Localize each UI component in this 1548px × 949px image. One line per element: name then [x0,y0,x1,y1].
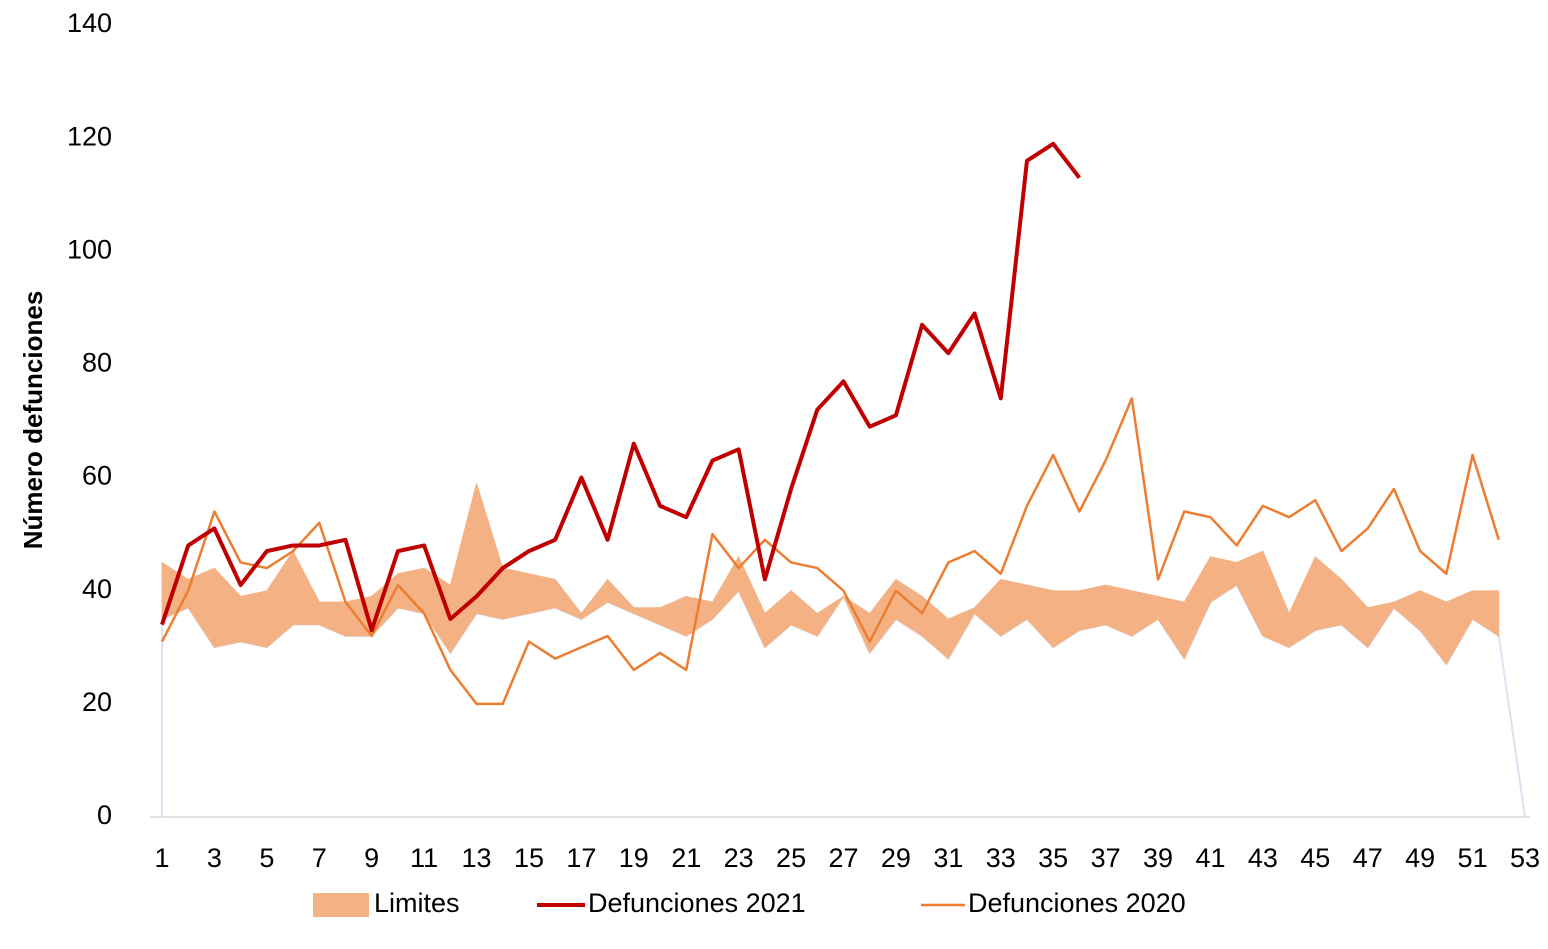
band-segment [502,567,530,620]
band-segment [1079,584,1107,631]
band-segment [1105,584,1133,637]
band-segment [1026,584,1054,649]
y-tick-label: 140 [67,8,112,38]
band-segment [816,596,844,638]
band-segment [580,578,608,620]
band-segment [1131,590,1159,637]
y-tick-label: 80 [82,348,112,378]
x-tick-label: 11 [410,843,438,873]
y-tick-label: 100 [67,234,112,264]
line [160,141,1081,633]
legend-label: Defunciones 2020 [968,888,1186,918]
band-segment [1367,601,1395,649]
x-tick-label: 3 [207,843,222,873]
y-tick-label: 40 [82,574,112,604]
band-segment [292,550,320,626]
x-tick-label: 39 [1143,843,1173,873]
band-segment [476,483,504,620]
x-tick-label: 23 [724,843,754,873]
x-tick-label: 33 [986,843,1016,873]
band-segment [712,555,740,621]
band-segment [842,595,871,654]
band-segment [1393,590,1421,632]
legend-swatch [313,893,369,917]
x-tick-label: 43 [1248,843,1278,873]
x-tick-label: 21 [671,843,701,873]
band-segment [895,578,923,637]
y-tick-label: 20 [82,687,112,717]
y-tick-label: 120 [67,121,112,151]
x-tick-label: 17 [566,843,596,873]
x-tick-label: 41 [1195,843,1225,873]
x-tick-label: 37 [1091,843,1121,873]
band-segment [528,573,556,614]
x-tick-label: 51 [1458,843,1488,873]
x-tick-label: 7 [312,843,327,873]
x-tick-label: 45 [1300,843,1330,873]
band-segment [764,589,792,649]
band-segment [1472,590,1500,637]
band-segment [659,595,687,637]
band-segment [1419,590,1447,666]
y-tick-label: 60 [82,461,112,491]
x-tick-label: 31 [933,843,963,873]
band-segment [738,556,766,648]
band-segment [974,578,1002,637]
x-tick-label: 25 [776,843,806,873]
y-axis-label: Número defunciones [18,291,48,550]
band-segment [240,590,268,648]
band-segment [1314,555,1342,631]
x-tick-label: 15 [514,843,544,873]
y-tick-label: 0 [97,800,112,830]
line [160,397,1500,706]
band-segment [633,607,661,626]
band-segment [1000,578,1028,637]
band-segment [790,589,818,637]
band-segment [947,607,975,661]
band-segment [1262,550,1290,648]
band-segment [1052,590,1080,649]
x-tick-label: 35 [1038,843,1068,873]
x-tick-label: 47 [1353,843,1383,873]
x-tick-label: 49 [1405,843,1435,873]
legend-label: Limites [374,888,460,918]
x-tick-label: 5 [259,843,274,873]
x-tick-label: 9 [364,843,379,873]
band-segment [1236,550,1264,637]
band-segment [1157,595,1185,660]
x-tick-label: 53 [1510,843,1540,873]
band-segment [554,578,582,620]
band-segment [1183,555,1211,659]
x-tick-label: 29 [881,843,911,873]
x-tick-label: 27 [828,843,858,873]
x-tick-label: 13 [462,843,492,873]
band-segment [449,483,477,655]
band-segment [1210,556,1238,603]
x-tick-label: 19 [619,843,649,873]
x-tick-label: 1 [154,843,169,873]
legend-label: Defunciones 2021 [588,888,806,918]
